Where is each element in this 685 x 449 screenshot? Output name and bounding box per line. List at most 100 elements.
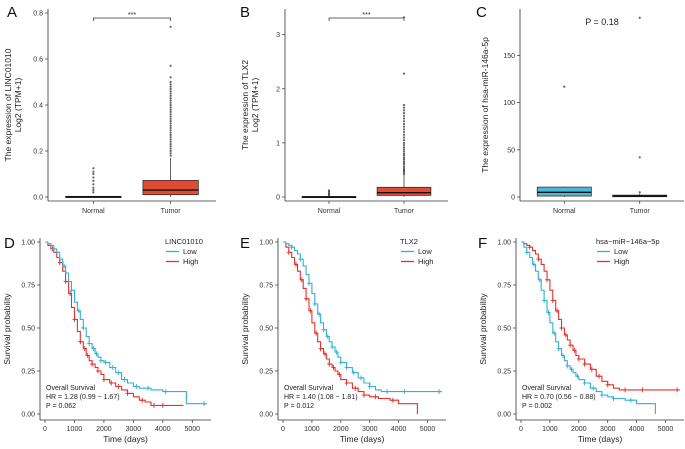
outlier-point xyxy=(402,154,406,157)
outlier-point xyxy=(169,152,172,155)
censor-mark-high xyxy=(68,291,73,297)
censor-mark-low xyxy=(321,327,326,333)
box-normal xyxy=(536,186,592,197)
outlier-point xyxy=(92,172,95,176)
censor-mark-high xyxy=(576,356,581,362)
censor-mark-low xyxy=(351,370,356,376)
x-axis-title: Time (days) xyxy=(340,434,385,444)
panel-letter: F xyxy=(478,235,487,252)
y-axis-title: The expression of TLX2 xyxy=(240,60,250,150)
censor-mark-low xyxy=(556,346,561,352)
outlier-point xyxy=(402,148,406,151)
survival-curve-low xyxy=(283,241,442,393)
outlier-point xyxy=(169,147,172,150)
outlier-point xyxy=(169,92,172,95)
x-tick-label: Normal xyxy=(82,208,105,215)
hazard-ratio: HR = 0.70 (0.56 − 0.88) xyxy=(522,394,596,401)
outlier-point xyxy=(169,64,172,67)
censor-mark-low xyxy=(98,358,103,364)
y-tick-label: 1.00 xyxy=(21,240,35,247)
legend-label-high: High xyxy=(614,257,629,266)
y-tick-label: 0.75 xyxy=(497,283,511,290)
censor-mark-low xyxy=(599,392,604,398)
censor-mark-low xyxy=(611,396,616,402)
y-tick-label: 0.25 xyxy=(497,369,511,376)
censor-mark-high xyxy=(72,316,77,322)
censor-mark-high xyxy=(597,373,602,379)
censor-mark-low xyxy=(317,311,322,317)
outlier-point xyxy=(402,139,406,142)
censor-mark-high xyxy=(327,361,332,367)
x-tick-label: 5000 xyxy=(184,426,200,433)
p-value-label: P = 0.18 xyxy=(585,17,619,27)
censor-mark-high xyxy=(304,296,309,302)
x-tick-label: 4000 xyxy=(629,426,645,433)
censor-mark-low xyxy=(569,366,574,372)
x-tick-label: Tumor xyxy=(394,208,415,215)
panel-a: A 0.0 0.2 0.4 0.6 0.8 The expression of LINC01… xyxy=(3,4,216,215)
outlier-point xyxy=(169,138,172,141)
outlier-point xyxy=(402,152,406,155)
outlier-point xyxy=(638,156,641,159)
censor-mark-high xyxy=(314,330,319,336)
survival-curve-high xyxy=(283,241,418,414)
censor-mark-low xyxy=(344,365,349,371)
outlier-point xyxy=(402,163,406,166)
x-tick-label: 3000 xyxy=(126,426,142,433)
p-value: P = 0.012 xyxy=(284,403,314,410)
censor-mark-high xyxy=(373,394,378,400)
censor-mark-low xyxy=(103,359,108,365)
outlier-point xyxy=(402,161,406,165)
outlier-point xyxy=(169,136,172,139)
censor-mark-low xyxy=(69,287,74,293)
outlier-point xyxy=(169,133,172,136)
x-tick-label: 3000 xyxy=(600,426,616,433)
censor-mark-high xyxy=(353,385,358,391)
outlier-point xyxy=(169,122,172,125)
censor-mark-high xyxy=(675,387,680,393)
censor-mark-low xyxy=(51,246,56,252)
censor-mark-low xyxy=(402,389,407,395)
censor-mark-low xyxy=(546,310,551,316)
censor-mark-high xyxy=(545,277,550,283)
outlier-point xyxy=(92,176,95,179)
significance-bracket xyxy=(328,17,405,21)
panel-letter: D xyxy=(4,235,15,252)
censor-mark-low xyxy=(437,389,442,395)
censor-mark-low xyxy=(163,389,168,395)
outlier-point xyxy=(169,154,172,157)
outlier-point xyxy=(169,149,172,153)
panel-letter: B xyxy=(240,4,250,21)
x-tick-label: 0 xyxy=(43,426,47,433)
censor-mark-high xyxy=(337,371,342,377)
outlier-point xyxy=(402,171,406,174)
panel-c: C 0 50 100 150 The expression of hsa-miR-146a… xyxy=(476,4,684,215)
outlier-point xyxy=(92,179,95,182)
y-tick-label: 0.50 xyxy=(259,326,273,333)
panel-f: F 0.00 0.25 0.50 0.75 1.00 0 1000 2000 3000 4000 50… xyxy=(478,235,684,444)
censor-mark-high xyxy=(101,377,106,383)
outlier-point xyxy=(169,129,172,132)
legend-label-low: Low xyxy=(183,247,197,256)
x-tick-label: 0 xyxy=(519,426,523,433)
censor-mark-low xyxy=(76,308,81,314)
annotation-title: Overall Survival xyxy=(522,385,571,392)
outlier-point xyxy=(402,114,406,117)
censor-mark-low xyxy=(565,363,570,369)
censor-mark-high xyxy=(90,361,95,367)
hazard-ratio: HR = 1.40 (1.08 − 1.81) xyxy=(284,394,358,401)
outlier-point xyxy=(169,124,172,127)
outlier-point xyxy=(169,94,172,97)
censor-mark-low xyxy=(122,377,127,383)
x-tick-label: 1000 xyxy=(67,426,83,433)
outlier-point xyxy=(169,140,172,143)
censor-mark-high xyxy=(563,332,568,338)
censor-mark-low xyxy=(560,353,565,359)
y-tick-label: 0.25 xyxy=(259,369,273,376)
outlier-point xyxy=(402,136,406,139)
outlier-point xyxy=(92,186,95,189)
censor-mark-low xyxy=(325,334,330,340)
censor-mark-low xyxy=(334,349,339,355)
censor-mark-high xyxy=(331,365,336,371)
outlier-point xyxy=(402,165,406,168)
